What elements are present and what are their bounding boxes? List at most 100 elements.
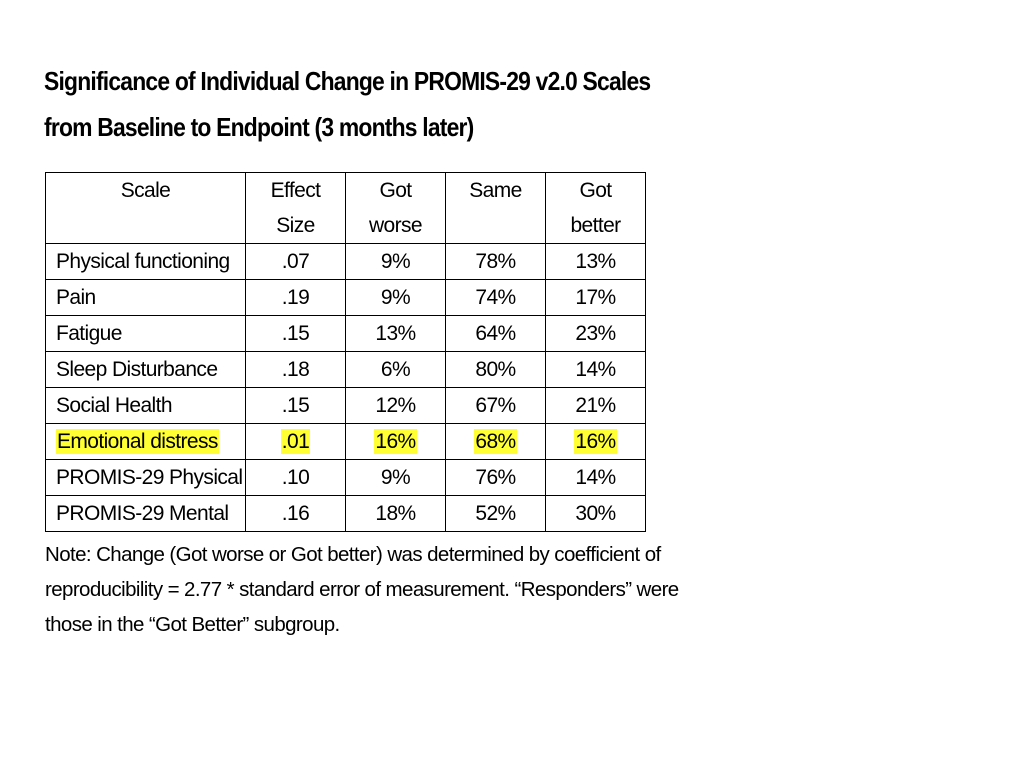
cell-same-text: 68% (474, 428, 517, 454)
cell-effect-text: .15 (281, 393, 310, 417)
header-scale: Scale (45, 172, 246, 244)
cell-scale-text: Physical functioning (56, 249, 230, 273)
cell-better: 17% (545, 279, 646, 316)
header-got-better: Got better (545, 172, 646, 244)
cell-same: 74% (445, 279, 546, 316)
header-effect-line1: Effect (270, 179, 321, 202)
cell-scale: Sleep Disturbance (45, 351, 246, 388)
cell-worse: 16% (345, 423, 446, 460)
cell-effect: .15 (245, 387, 346, 424)
cell-same: 80% (445, 351, 546, 388)
table-row: Pain .19 9% 74% 17% (45, 279, 646, 316)
cell-worse-text: 9% (380, 249, 411, 273)
table-row: PROMIS-29 Mental .16 18% 52% 30% (45, 495, 646, 532)
cell-worse: 13% (345, 315, 446, 352)
cell-better-text: 13% (575, 249, 616, 273)
cell-worse: 18% (345, 495, 446, 532)
cell-same-text: 76% (475, 465, 516, 489)
table-row: Social Health .15 12% 67% 21% (45, 387, 646, 424)
cell-scale: PROMIS-29 Mental (45, 495, 246, 532)
cell-scale-text: PROMIS-29 Physical (56, 465, 243, 489)
cell-better: 13% (545, 243, 646, 280)
cell-scale: PROMIS-29 Physical (45, 459, 246, 496)
cell-worse-text: 6% (380, 357, 411, 381)
header-effect-line2: Size (276, 214, 315, 237)
cell-worse: 9% (345, 279, 446, 316)
cell-scale-text: PROMIS-29 Mental (56, 501, 229, 525)
header-better-line1: Got (579, 179, 612, 202)
table-note: Note: Change (Got worse or Got better) w… (45, 537, 805, 642)
note-line-1: Note: Change (Got worse or Got better) w… (45, 543, 661, 566)
cell-worse-text: 16% (374, 428, 417, 454)
cell-effect-text: .15 (281, 321, 310, 345)
cell-effect: .07 (245, 243, 346, 280)
cell-same: 76% (445, 459, 546, 496)
cell-scale-text: Sleep Disturbance (56, 357, 218, 381)
results-table: Scale Effect Size Got worse Same Got bet… (45, 172, 646, 532)
header-got-worse: Got worse (345, 172, 446, 244)
cell-same: 52% (445, 495, 546, 532)
cell-scale-text: Emotional distress (56, 428, 219, 454)
cell-scale-text: Fatigue (56, 321, 122, 345)
cell-better: 21% (545, 387, 646, 424)
cell-effect: .01 (245, 423, 346, 460)
cell-better-text: 21% (575, 393, 616, 417)
header-worse-line2: worse (368, 214, 423, 237)
table-row: Sleep Disturbance .18 6% 80% 14% (45, 351, 646, 388)
cell-better: 16% (545, 423, 646, 460)
header-same-label: Same (469, 179, 522, 202)
header-better-line2: better (570, 214, 621, 237)
cell-effect: .15 (245, 315, 346, 352)
table-header-row: Scale Effect Size Got worse Same Got bet… (45, 172, 646, 244)
table-row: Physical functioning .07 9% 78% 13% (45, 243, 646, 280)
cell-same: 78% (445, 243, 546, 280)
cell-effect-text: .18 (281, 357, 310, 381)
cell-effect-text: .10 (281, 465, 310, 489)
cell-effect: .19 (245, 279, 346, 316)
header-scale-label: Scale (120, 179, 171, 202)
cell-same: 67% (445, 387, 546, 424)
cell-same: 64% (445, 315, 546, 352)
title-line-1: Significance of Individual Change in PRO… (44, 66, 651, 96)
cell-effect-text: .07 (281, 249, 310, 273)
cell-same-text: 80% (475, 357, 516, 381)
cell-scale: Social Health (45, 387, 246, 424)
cell-effect: .18 (245, 351, 346, 388)
cell-worse: 12% (345, 387, 446, 424)
header-same: Same (445, 172, 546, 244)
cell-worse-text: 9% (380, 465, 411, 489)
cell-scale: Pain (45, 279, 246, 316)
cell-effect-text: .16 (281, 501, 310, 525)
cell-scale: Emotional distress (45, 423, 246, 460)
cell-better-text: 14% (575, 465, 616, 489)
cell-scale: Physical functioning (45, 243, 246, 280)
cell-better: 30% (545, 495, 646, 532)
cell-worse-text: 9% (380, 285, 411, 309)
cell-worse-text: 13% (375, 321, 416, 345)
note-line-3: those in the “Got Better” subgroup. (45, 613, 340, 636)
cell-same-text: 67% (475, 393, 516, 417)
cell-effect-text: .19 (281, 285, 310, 309)
cell-worse: 6% (345, 351, 446, 388)
cell-worse: 9% (345, 459, 446, 496)
cell-better: 14% (545, 459, 646, 496)
cell-worse-text: 18% (375, 501, 416, 525)
cell-scale-text: Pain (56, 285, 96, 309)
cell-effect-text: .01 (280, 428, 311, 454)
table-row: Fatigue .15 13% 64% 23% (45, 315, 646, 352)
cell-better-text: 16% (574, 428, 617, 454)
cell-worse: 9% (345, 243, 446, 280)
cell-better: 23% (545, 315, 646, 352)
cell-better-text: 23% (575, 321, 616, 345)
cell-worse-text: 12% (375, 393, 416, 417)
cell-better: 14% (545, 351, 646, 388)
table-row: PROMIS-29 Physical .10 9% 76% 14% (45, 459, 646, 496)
header-effect-size: Effect Size (245, 172, 346, 244)
cell-same-text: 52% (475, 501, 516, 525)
cell-better-text: 17% (575, 285, 616, 309)
cell-better-text: 30% (575, 501, 616, 525)
header-worse-line1: Got (379, 179, 412, 202)
note-line-2: reproducibility = 2.77 * standard error … (45, 578, 679, 601)
cell-same-text: 64% (475, 321, 516, 345)
